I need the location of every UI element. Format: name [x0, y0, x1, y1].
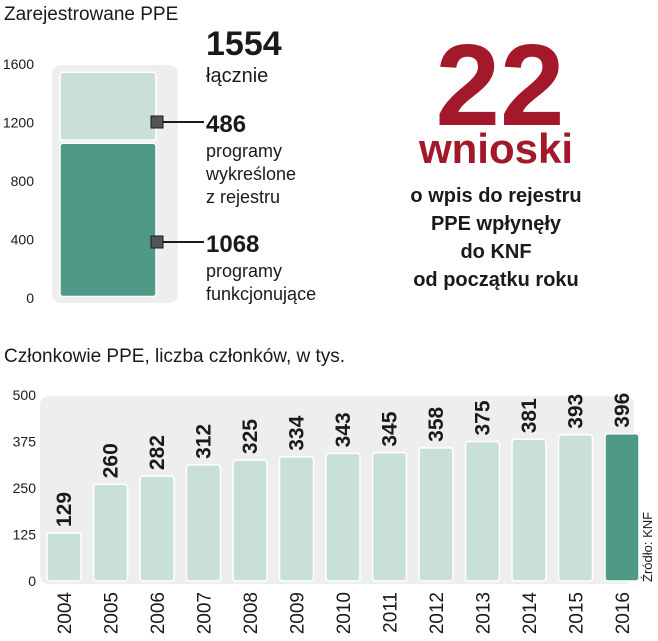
members-y-tick-label: 0: [28, 573, 36, 589]
members-bar: [185, 464, 222, 582]
members-bar: [139, 475, 175, 582]
headline-text-line: PPE wpłynęły: [431, 213, 562, 235]
total-label: łącznie: [206, 65, 268, 87]
members-value-label: 358: [425, 406, 448, 441]
members-value-label: 282: [146, 435, 169, 470]
members-x-tick-label: 2004: [55, 592, 76, 635]
members-value-label: 129: [53, 492, 76, 527]
members-chart-title: Członkowie PPE, liczba członków, w tys.: [4, 346, 345, 367]
members-x-tick-label: 2011: [381, 592, 402, 633]
members-y-axis: 0 125 250 375 500: [13, 387, 37, 589]
members-y-tick-label: 125: [13, 527, 37, 543]
removed-label-line: z rejestru: [206, 187, 280, 207]
members-y-tick-label: 500: [13, 387, 37, 403]
active-marker: [150, 235, 164, 249]
members-bar: [232, 459, 268, 582]
members-value-label: 334: [286, 415, 309, 450]
active-label-line: funkcjonujące: [206, 284, 316, 304]
removed-label-line: wykreślone: [205, 164, 296, 184]
headline-number: 22: [435, 20, 564, 150]
members-value-label: 381: [518, 398, 541, 433]
members-bar: [557, 434, 594, 582]
stack-y-tick-label: 1200: [3, 115, 34, 131]
members-x-tick-label: 2010: [334, 592, 355, 634]
active-value: 1068: [206, 231, 259, 258]
members-bar: [278, 456, 315, 582]
members-value-label: 325: [239, 419, 262, 454]
members-x-tick-label: 2007: [195, 592, 216, 634]
members-x-tick-label: 2005: [102, 592, 123, 634]
members-value-label: 345: [379, 411, 402, 446]
headline-word: wnioski: [418, 125, 573, 172]
headline-text-line: o wpis do rejestru: [410, 185, 581, 207]
members-x-tick-label: 2009: [288, 592, 309, 634]
stack-bars: [59, 71, 157, 298]
active-label-line: programy: [206, 261, 282, 281]
members-bar: [464, 440, 501, 582]
members-bar: [511, 438, 547, 582]
stack-segment-bar: [59, 142, 157, 298]
stack-y-tick-label: 0: [26, 290, 34, 306]
members-bar: [371, 451, 408, 582]
members-value-label: 375: [472, 400, 495, 435]
members-x-tick-label: 2014: [520, 592, 541, 635]
headline-text-line: od początku roku: [413, 269, 579, 291]
removed-label-line: programy: [206, 141, 282, 161]
stack-y-tick-label: 800: [11, 173, 35, 189]
stack-y-axis: 0 400 800 1200 1600: [3, 56, 34, 306]
members-bar: [418, 447, 454, 582]
members-value-label: 396: [611, 393, 634, 428]
members-x-tick-label: 2012: [427, 592, 448, 634]
members-x-tick-label: 2016: [613, 592, 634, 634]
total-value: 1554: [206, 25, 282, 63]
stack-y-tick-label: 1600: [3, 56, 34, 72]
members-bar: [46, 532, 82, 582]
members-x-axis: 2004 2005 2006 2007 2008 2009 2010 2011 2012 2013…: [55, 592, 634, 635]
stack-chart-title: Zarejestrowane PPE: [4, 4, 178, 25]
stack-y-tick-label: 400: [11, 232, 35, 248]
members-bar: [92, 483, 129, 582]
members-x-tick-label: 2015: [567, 592, 588, 634]
members-value-label: 393: [565, 394, 588, 429]
members-y-tick-label: 375: [13, 434, 37, 450]
members-bars: 129 260 282 312 325 334 343 345 358 375 381 393 396: [46, 393, 640, 582]
members-x-tick-label: 2008: [241, 592, 262, 634]
members-value-label: 260: [100, 443, 123, 478]
members-x-tick-label: 2006: [148, 592, 169, 634]
headline-text-line: do KNF: [460, 241, 531, 263]
members-bar: [604, 432, 640, 582]
stack-segment-bar: [59, 71, 157, 142]
source-note: Źródło: KNF: [640, 512, 655, 582]
members-bar: [325, 452, 361, 582]
removed-marker: [150, 115, 164, 129]
members-value-label: 343: [332, 412, 355, 447]
removed-value: 486: [206, 111, 246, 138]
members-x-tick-label: 2013: [474, 592, 495, 634]
members-value-label: 312: [193, 424, 216, 459]
members-y-tick-label: 250: [13, 480, 37, 496]
